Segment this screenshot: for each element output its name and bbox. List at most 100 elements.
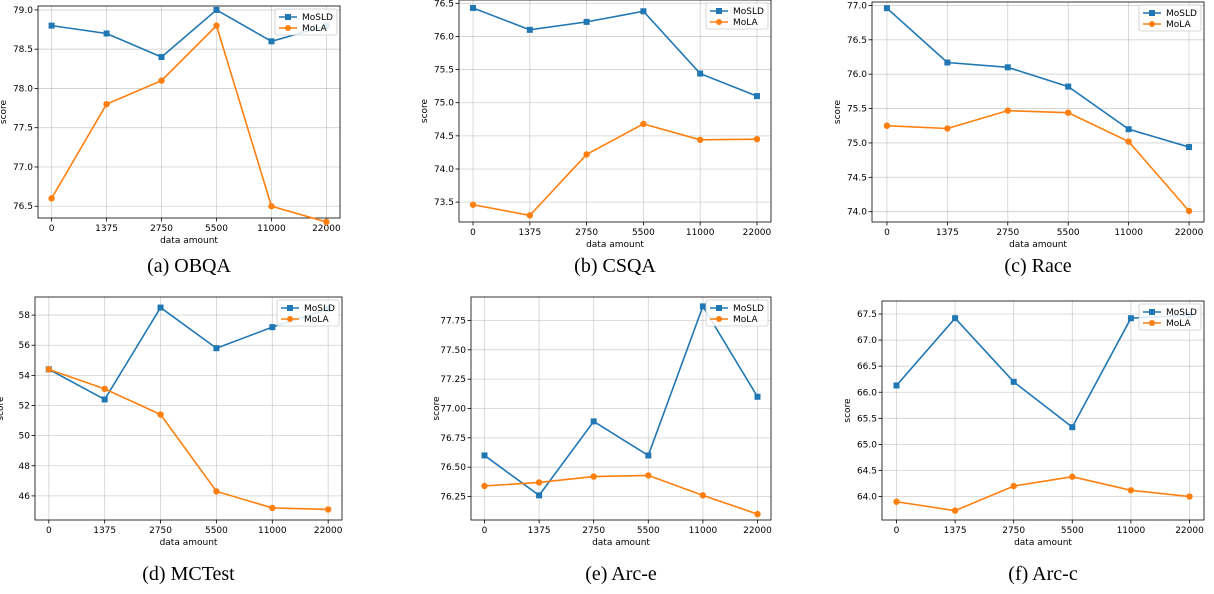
series-MoLA — [883, 107, 1193, 215]
legend-label: MoSLD — [302, 13, 333, 23]
data-point — [640, 8, 647, 15]
legend-marker — [287, 305, 293, 311]
panel-caption: (f) Arc-c — [1008, 563, 1078, 585]
panel-caption: (e) Arc-e — [585, 563, 657, 585]
grid — [459, 0, 771, 222]
legend-marker — [716, 305, 722, 311]
series-MoSLD — [481, 303, 761, 499]
x-tick-label: 22000 — [1175, 228, 1204, 238]
data-point — [1185, 207, 1193, 215]
y-tick-label: 65.0 — [857, 440, 877, 450]
y-tick-label: 76.5 — [434, 0, 454, 9]
data-point — [1186, 144, 1193, 151]
x-axis-label: data amount — [160, 236, 218, 246]
series-line — [50, 24, 327, 223]
y-tick-label: 74.0 — [434, 165, 454, 175]
x-tick-label: 1375 — [528, 526, 551, 536]
data-point — [103, 100, 110, 108]
data-point — [697, 70, 704, 77]
x-axis-label: data amount — [592, 538, 650, 548]
data-point — [754, 510, 761, 518]
legend-marker — [287, 316, 293, 322]
grid — [471, 297, 771, 520]
x-tick-label: 2750 — [150, 224, 173, 234]
y-tick-label: 78.0 — [13, 84, 33, 94]
data-point — [535, 479, 543, 486]
plot-frame — [470, 296, 772, 521]
data-point — [699, 303, 706, 310]
data-point — [1010, 482, 1017, 490]
y-tick-label: 76.5 — [847, 36, 867, 46]
y-tick-label: 75.0 — [847, 139, 867, 149]
series-line — [472, 7, 758, 97]
data-point — [213, 345, 220, 352]
grid — [38, 6, 340, 218]
x-tick-label: 0 — [470, 228, 476, 238]
legend-label: MoSLD — [1166, 9, 1197, 19]
y-tick-label: 74.5 — [847, 173, 867, 183]
y-tick-label: 64.5 — [857, 466, 877, 476]
data-point — [696, 136, 704, 144]
plot-frame — [871, 1, 1205, 223]
x-tick-label: 5500 — [205, 526, 228, 536]
chart-panel-3: 0 1375 2750 5500 11000 22000 46 48 50 52 54 56 58 dat… — [0, 296, 343, 548]
data-point — [526, 212, 534, 219]
data-point — [590, 418, 597, 425]
legend-label: MoLA — [733, 18, 758, 28]
data-point — [324, 506, 332, 513]
data-point — [469, 201, 477, 208]
y-tick-label: 73.5 — [434, 198, 454, 208]
x-tick-label: 2750 — [582, 526, 605, 536]
x-tick-label: 1375 — [95, 224, 118, 234]
series-MoSLD — [883, 5, 1193, 151]
panel-caption: (d) MCTest — [142, 563, 235, 585]
data-point — [1004, 64, 1011, 71]
x-tick-label: 2750 — [575, 228, 598, 238]
data-point — [481, 452, 488, 459]
series-MoLA — [48, 22, 330, 226]
x-tick-label: 22000 — [312, 224, 341, 234]
y-tick-label: 77.0 — [13, 163, 33, 173]
legend-label: MoLA — [1166, 20, 1191, 30]
data-point — [645, 472, 652, 479]
chart-panel-4: 0 1375 2750 5500 11000 22000 76.25 76.50 76.75 77… — [432, 296, 772, 548]
y-tick-label: 66.5 — [857, 362, 877, 372]
series-line — [484, 474, 758, 515]
y-tick-label: 54 — [19, 371, 31, 381]
x-tick-label: 11000 — [258, 526, 287, 536]
x-axis-label: data amount — [160, 538, 218, 548]
x-axis-label: data amount — [1009, 240, 1067, 250]
x-tick-label: 5500 — [637, 526, 660, 536]
y-axis-label: score — [843, 398, 853, 423]
x-tick-label: 1375 — [93, 526, 116, 536]
legend-label: MoSLD — [733, 304, 764, 314]
y-tick-label: 58 — [19, 311, 31, 321]
series-line — [886, 109, 1190, 212]
data-point — [645, 452, 652, 459]
x-tick-label: 22000 — [743, 228, 772, 238]
data-point — [1127, 487, 1135, 494]
y-tick-label: 67.0 — [857, 336, 877, 346]
panel-caption: (c) Race — [1004, 255, 1072, 277]
legend-label: MoLA — [302, 24, 327, 34]
data-point — [944, 125, 951, 132]
data-point — [893, 382, 900, 389]
y-tick-label: 64.0 — [857, 493, 877, 503]
x-tick-label: 0 — [46, 526, 52, 536]
y-tick-label: 50 — [19, 432, 31, 442]
y-tick-label: 76.25 — [440, 493, 466, 503]
series-MoLA — [893, 473, 1193, 514]
legend-marker — [716, 316, 722, 322]
data-point — [944, 59, 951, 66]
data-point — [583, 151, 590, 158]
x-tick-label: 11000 — [1114, 228, 1143, 238]
data-point — [269, 504, 276, 512]
y-tick-label: 46 — [19, 492, 31, 502]
x-tick-label: 0 — [49, 224, 55, 234]
data-point — [1125, 126, 1132, 133]
data-point — [1069, 424, 1076, 431]
data-point — [157, 304, 164, 311]
x-tick-label: 5500 — [1057, 228, 1080, 238]
